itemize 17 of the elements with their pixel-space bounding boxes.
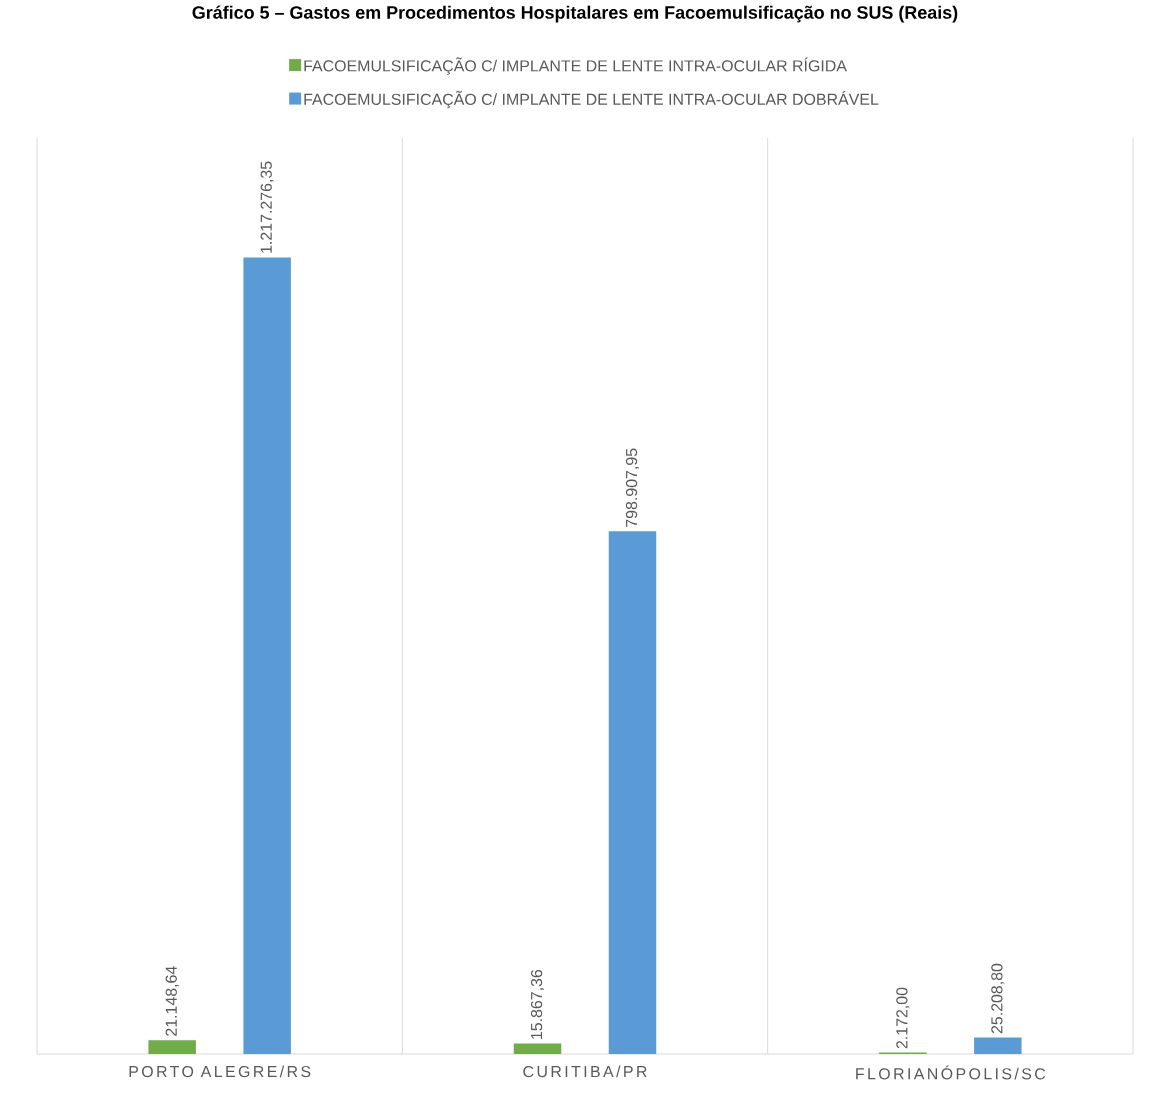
data-label: 15.867,36 — [530, 969, 545, 1039]
data-label: 2.172,00 — [896, 987, 910, 1049]
bar — [974, 1037, 1022, 1054]
x-tick-label: CURITIBA/PR — [523, 1065, 647, 1078]
x-tick-label: FLORIANÓPOLIS/SC — [856, 1065, 1046, 1080]
bar — [148, 1040, 196, 1054]
bar — [243, 257, 291, 1054]
bar — [513, 1043, 562, 1054]
legend-label: FACOEMULSIFICAÇÃO C/ IMPLANTE DE LENTE INTRA-OCULAR DOBRÁVEL — [304, 90, 879, 109]
chart-title: Gráfico 5 – Gastos em Procedimentos Hospitalares em Facoemulsificação no SUS (Reais) — [192, 5, 958, 23]
data-label: 798.907,95 — [625, 448, 640, 527]
bar — [608, 531, 657, 1054]
data-label: 1.217.276,35 — [260, 161, 274, 253]
x-tick-label: PORTO ALEGRE/RS — [129, 1065, 311, 1078]
legend-label: FACOEMULSIFICAÇÃO C/ IMPLANTE DE LENTE INTRA-OCULAR RÍGIDA — [304, 57, 847, 75]
data-label: 25.208,80 — [991, 963, 1005, 1034]
data-label: 21.148,64 — [165, 966, 179, 1036]
